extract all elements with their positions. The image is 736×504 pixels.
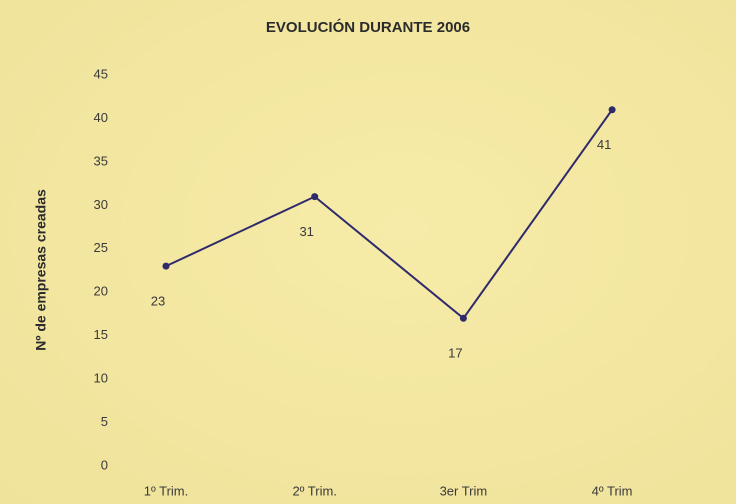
y-axis-label: Nº de empresas creadas [33,189,49,351]
y-tick-label: 20 [94,284,108,299]
y-tick-label: 45 [94,66,108,81]
y-tick-label: 5 [101,414,108,429]
y-tick-label: 30 [94,197,108,212]
x-tick-label: 2º Trim. [292,483,336,498]
data-label: 17 [448,346,462,361]
x-tick-label: 4º Trim [592,483,633,498]
data-line [165,109,613,320]
data-point [459,314,467,322]
y-tick-label: 25 [94,240,108,255]
data-point [311,193,319,201]
data-point [162,262,170,270]
y-tick-label: 15 [94,327,108,342]
data-point [608,106,616,114]
y-tick-label: 10 [94,371,108,386]
chart-title: EVOLUCIÓN DURANTE 2006 [266,18,470,36]
data-label: 23 [151,294,165,309]
y-tick-label: 40 [94,110,108,125]
data-label: 41 [597,137,611,152]
x-tick-label: 1º Trim. [144,483,188,498]
data-label: 31 [299,224,313,239]
y-tick-label: 35 [94,153,108,168]
x-tick-label: 3er Trim [440,483,488,498]
y-tick-label: 0 [101,457,108,472]
